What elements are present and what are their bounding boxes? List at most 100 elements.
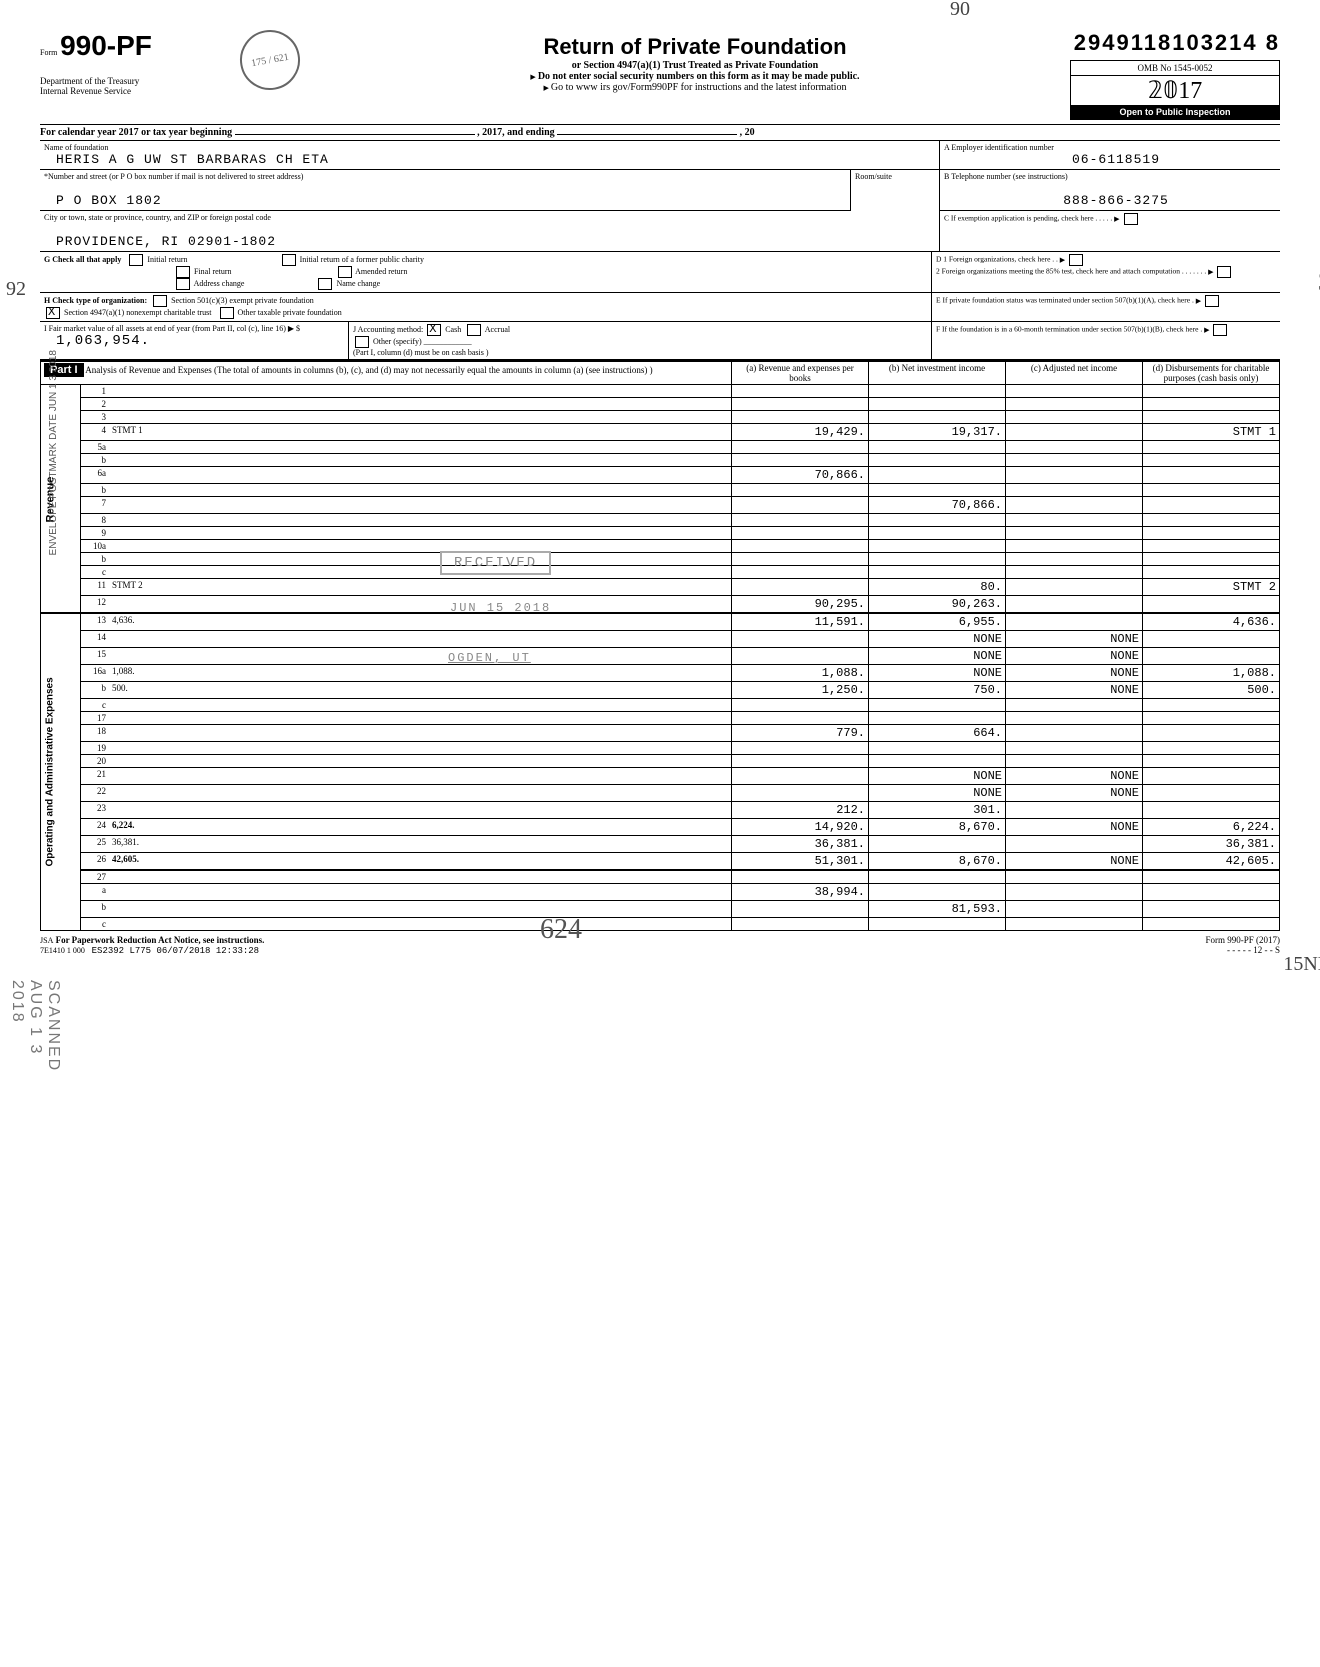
line-description	[109, 441, 732, 454]
amount-cell	[869, 755, 1006, 768]
table-row: 21NONENONE	[41, 768, 1280, 785]
amount-cell	[1006, 579, 1143, 596]
amount-cell	[869, 484, 1006, 497]
amount-cell: 664.	[869, 725, 1006, 742]
line-number: 16a	[81, 665, 110, 682]
j-cash: Cash	[445, 325, 461, 334]
j-label: J Accounting method:	[353, 325, 423, 334]
amount-cell	[1143, 870, 1280, 884]
amount-cell	[1143, 527, 1280, 540]
amount-cell	[869, 884, 1006, 901]
amount-cell	[1006, 411, 1143, 424]
table-row: 2642,605.51,301.8,670.NONE42,605.	[41, 853, 1280, 871]
footer-form: Form 990-PF (2017)	[1205, 935, 1280, 945]
line-number: 14	[81, 631, 110, 648]
amount-cell	[732, 454, 869, 467]
h-other: Other taxable private foundation	[238, 308, 342, 317]
amount-cell: NONE	[1006, 648, 1143, 665]
handwritten-92: 92	[6, 278, 26, 301]
table-row: 8	[41, 514, 1280, 527]
amount-cell	[869, 385, 1006, 398]
amount-cell	[1143, 497, 1280, 514]
amount-cell: 212.	[732, 802, 869, 819]
line-number: 26	[81, 853, 110, 871]
g-initial: Initial return	[147, 255, 187, 264]
amount-cell	[1143, 631, 1280, 648]
table-row: 20	[41, 755, 1280, 768]
amount-cell: NONE	[869, 785, 1006, 802]
g-name-change: Name change	[336, 279, 380, 288]
round-stamp: 175 / 621	[235, 25, 305, 95]
amount-cell: 36,381.	[732, 836, 869, 853]
amount-cell: 70,866.	[732, 467, 869, 484]
line-number: 3	[81, 411, 110, 424]
amount-cell	[732, 648, 869, 665]
line-description	[109, 768, 732, 785]
amount-cell	[1143, 454, 1280, 467]
line-number: 23	[81, 802, 110, 819]
amount-cell: 6,955.	[869, 613, 1006, 631]
amount-cell	[869, 918, 1006, 931]
j-other: Other (specify)	[373, 337, 422, 346]
line-description	[109, 742, 732, 755]
amount-cell	[1143, 648, 1280, 665]
amount-cell	[732, 527, 869, 540]
amount-cell: 6,224.	[1143, 819, 1280, 836]
box-d2: 2 Foreign organizations meeting the 85% …	[936, 266, 1276, 278]
line-description	[109, 631, 732, 648]
line-number: 2	[81, 398, 110, 411]
line-description	[109, 901, 732, 918]
amount-cell: 51,301.	[732, 853, 869, 871]
table-row: 18779.664.	[41, 725, 1280, 742]
line-number: 18	[81, 725, 110, 742]
line-number: 20	[81, 755, 110, 768]
section-h-row: H Check type of organization: Section 50…	[40, 293, 1280, 322]
line-number: b	[81, 682, 110, 699]
amount-cell	[1143, 540, 1280, 553]
amount-cell	[1143, 755, 1280, 768]
line-description: STMT 2	[109, 579, 732, 596]
operating-side-label: Operating and Administrative Expenses	[41, 613, 81, 931]
j-note: (Part I, column (d) must be on cash basi…	[353, 348, 489, 357]
ssn-warning: Do not enter social security numbers on …	[538, 71, 860, 82]
tel-value: 888-866-3275	[944, 193, 1276, 208]
table-row: 16a1,088.1,088.NONENONE1,088.	[41, 665, 1280, 682]
line-number: b	[81, 553, 110, 566]
line-description	[109, 467, 732, 484]
line-number: 9	[81, 527, 110, 540]
amount-cell	[1143, 484, 1280, 497]
line-number: 10a	[81, 540, 110, 553]
box-d1: D 1 Foreign organizations, check here . …	[936, 254, 1276, 266]
line-description: 4,636.	[109, 613, 732, 631]
table-row: c	[41, 566, 1280, 579]
section-g-row: G Check all that apply Initial return In…	[40, 252, 1280, 293]
table-row: c	[41, 918, 1280, 931]
line-description	[109, 497, 732, 514]
amount-cell: NONE	[869, 631, 1006, 648]
col-d-header: (d) Disbursements for charitable purpose…	[1143, 362, 1280, 385]
amount-cell	[1006, 385, 1143, 398]
line-description	[109, 514, 732, 527]
g-amended: Amended return	[355, 267, 407, 276]
line-number: 17	[81, 712, 110, 725]
table-row: 3	[41, 411, 1280, 424]
amount-cell	[869, 870, 1006, 884]
line-description	[109, 755, 732, 768]
amount-cell: 1,088.	[732, 665, 869, 682]
goto-link: Go to www irs gov/Form990PF for instruct…	[551, 82, 847, 93]
footer-page: - - - - - 12 - - S	[1227, 945, 1280, 955]
line-number: 7	[81, 497, 110, 514]
amount-cell: STMT 2	[1143, 579, 1280, 596]
amount-cell	[1143, 742, 1280, 755]
handwritten-15ne: 15NE	[1283, 953, 1320, 976]
line-description	[109, 785, 732, 802]
amount-cell	[1006, 742, 1143, 755]
line-description	[109, 648, 732, 665]
ein-value: 06-6118519	[944, 152, 1276, 167]
line-description	[109, 802, 732, 819]
amount-cell	[732, 870, 869, 884]
table-row: 19	[41, 742, 1280, 755]
entity-info: Name of foundation HERIS A G UW ST BARBA…	[40, 141, 1280, 252]
table-row: 14NONENONE	[41, 631, 1280, 648]
amount-cell	[869, 836, 1006, 853]
